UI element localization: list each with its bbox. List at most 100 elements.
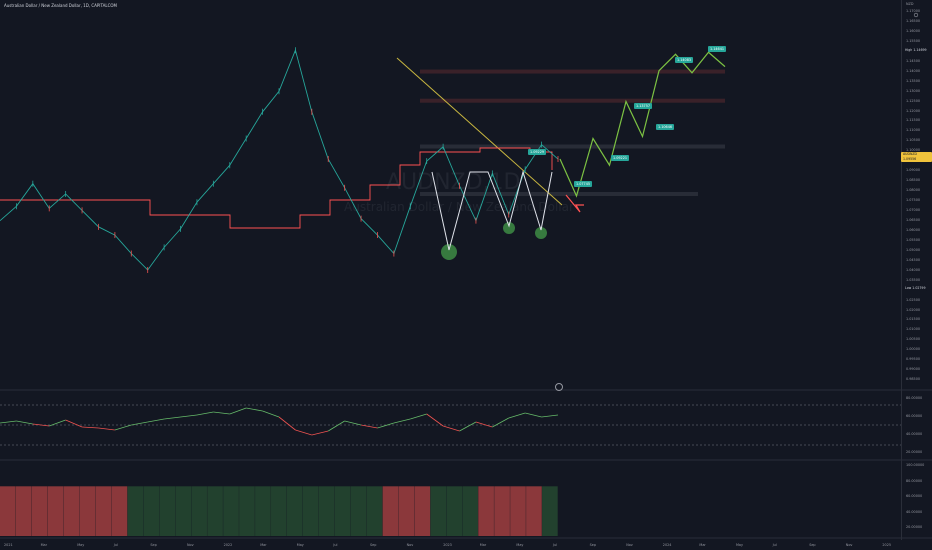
key-level-zone — [420, 98, 725, 103]
callout-target-4: 1.10646 — [656, 124, 675, 130]
price-tick: 1.05500 — [906, 237, 921, 242]
support-step-line — [0, 147, 553, 229]
pattern-circle — [535, 227, 547, 239]
watermark-name: Australian Dollar / New Zealand Dollar — [344, 200, 574, 214]
projection-path — [559, 51, 726, 198]
price-tick: 1.01000 — [906, 327, 921, 332]
lower-tick: 40.00000 — [906, 509, 923, 514]
rsi-segment — [131, 421, 148, 426]
price-tick: 1.03500 — [906, 277, 921, 282]
histogram-bar — [47, 486, 64, 536]
price-tick: 1.00500 — [906, 337, 921, 342]
price-tick: 1.14000 — [906, 68, 921, 73]
price-tick: 1.12500 — [906, 98, 921, 103]
price-tick: 0.98500 — [906, 377, 921, 382]
histogram-bar — [398, 486, 415, 536]
price-tick: 1.01500 — [906, 317, 921, 322]
price-tick: 1.12000 — [906, 108, 921, 113]
rsi-segment — [147, 418, 165, 423]
histogram-bar — [143, 486, 160, 536]
histogram-bar — [271, 486, 287, 536]
histogram-bar — [302, 486, 319, 536]
rsi-segment — [196, 411, 214, 416]
rsi-segment — [82, 426, 99, 429]
callout-target-1: 1.14641 — [708, 46, 727, 52]
price-tick: 1.10500 — [906, 138, 921, 143]
time-tick: Jul — [772, 543, 777, 547]
price-tick: 1.10000 — [906, 148, 921, 153]
histogram-bar — [478, 486, 494, 536]
trend-line — [396, 57, 563, 206]
time-tick: Mar — [479, 543, 487, 547]
rsi-segment — [246, 407, 263, 412]
high-tag: High 1.14699 — [903, 48, 929, 53]
histogram-bar — [414, 486, 431, 536]
rsi-segment — [328, 420, 345, 432]
key-level-zone — [420, 191, 698, 196]
time-tick: 2025 — [882, 543, 892, 547]
low-tag: Low 1.02799 — [903, 286, 928, 291]
rsi-segment — [475, 421, 493, 428]
time-tick: Jul — [113, 543, 118, 547]
bearish-arrow — [565, 194, 584, 213]
collapse-pane-icon[interactable] — [555, 383, 563, 391]
rsi-segment — [32, 423, 50, 427]
rsi-tick: 60.00000 — [906, 414, 923, 418]
histogram-bar — [0, 486, 16, 536]
price-tick: 1.04500 — [906, 257, 921, 262]
lower-tick: 100.00000 — [906, 463, 925, 467]
pattern-circle — [441, 244, 457, 260]
callout-target-5: 1.09221 — [611, 155, 630, 161]
rsi-segment — [393, 418, 411, 424]
rsi-segment — [426, 413, 444, 427]
histogram-bar — [286, 486, 303, 536]
histogram-bar — [127, 486, 144, 536]
high-value: 1.14699 — [913, 48, 927, 52]
price-axis[interactable]: NZD — [901, 0, 932, 540]
rsi-segment — [508, 412, 526, 419]
rsi-segment — [295, 429, 312, 436]
histogram-bar — [191, 486, 207, 536]
histogram-bar — [159, 486, 176, 536]
histogram-bar — [111, 486, 128, 536]
histogram-bar — [95, 486, 112, 536]
time-tick: Nov — [187, 543, 194, 547]
rsi-segment — [525, 412, 542, 418]
price-tick: 1.02000 — [906, 307, 921, 312]
histogram-bar — [255, 486, 271, 536]
time-tick: Sep — [809, 543, 816, 547]
price-tick: 1.08000 — [906, 188, 921, 193]
time-tick: Sep — [589, 543, 596, 547]
time-tick: May — [736, 543, 744, 547]
histogram-bar — [526, 486, 542, 536]
time-tick: Mar — [699, 543, 706, 547]
last-price-tag: AUDNZD 1.09556 — [901, 152, 932, 162]
rsi-tick: 20.00000 — [906, 450, 923, 454]
rsi-segment — [443, 425, 460, 432]
time-tick: Sep — [370, 543, 377, 547]
key-level-zone — [420, 144, 725, 149]
price-tick: 1.05000 — [906, 247, 921, 252]
histogram-bar — [318, 486, 335, 536]
key-level-zone — [420, 69, 725, 74]
histogram-bar — [430, 486, 447, 536]
time-tick: Nov — [406, 543, 414, 547]
histogram-bar — [382, 486, 399, 536]
time-tick: Mar — [40, 543, 47, 547]
low-value: 1.02799 — [912, 286, 926, 290]
time-tick: Nov — [626, 543, 633, 547]
histogram-bar — [366, 486, 383, 536]
settings-gear-icon[interactable] — [913, 3, 919, 18]
rsi-segment — [180, 414, 197, 418]
rsi-tick: 40.00000 — [906, 432, 923, 436]
price-tick: 1.14500 — [906, 58, 921, 63]
watermark-ticker: AUDNZD,1D — [386, 170, 521, 195]
rsi-segment — [262, 410, 280, 418]
rsi-segment — [410, 413, 427, 420]
histogram-bar — [79, 486, 96, 536]
rsi-segment — [311, 430, 329, 436]
callout-target-7: 1.09229 — [528, 149, 547, 155]
price-tick: 1.16000 — [906, 28, 921, 33]
